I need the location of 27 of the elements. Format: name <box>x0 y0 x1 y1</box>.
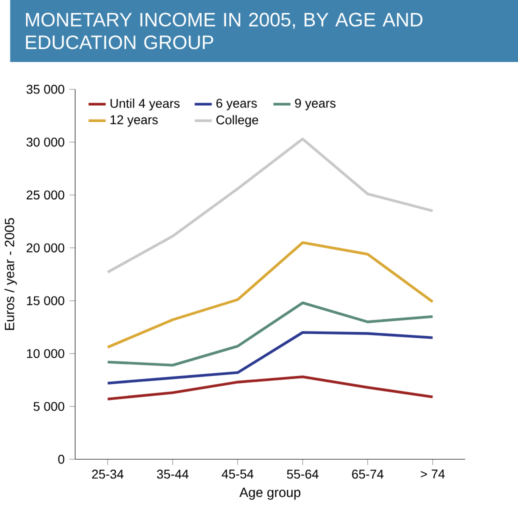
x-tick-label: 25-34 <box>92 470 124 479</box>
y-tick-label: 0 <box>58 454 64 464</box>
y-tick-label: 25 000 <box>26 190 64 200</box>
line-series <box>106 375 434 400</box>
y-axis-title: Euros / year - 2005 <box>4 218 17 330</box>
x-tick-label: 65-74 <box>352 470 384 479</box>
x-tick-label: 55-64 <box>286 470 318 479</box>
line-series <box>106 138 434 274</box>
y-tick-label: 15 000 <box>26 296 64 306</box>
legend-label: 9 years <box>294 98 336 110</box>
x-tick-label: > 74 <box>420 470 445 478</box>
legend-label: College <box>216 115 258 127</box>
chart-title: MONETARY INCOME IN 2005, BY AGE AND EDUCATION GROUP <box>26 12 422 50</box>
y-tick-label: 5 000 <box>33 402 64 411</box>
y-tick-label: 30 000 <box>26 138 64 147</box>
line-series <box>106 241 434 349</box>
line-series <box>106 331 434 385</box>
x-axis-title: Age group <box>239 488 300 500</box>
legend-label: 12 years <box>110 115 158 127</box>
y-tick-label: 20 000 <box>26 243 64 252</box>
x-tick-label: 35-44 <box>156 470 188 479</box>
legend-label: 6 years <box>216 98 257 110</box>
line-series <box>106 301 434 367</box>
x-tick-label: 45-54 <box>222 470 254 479</box>
y-tick-label: 35 000 <box>26 84 64 94</box>
legend-label: Until 4 years <box>110 98 180 110</box>
y-tick-label: 10 000 <box>26 349 64 358</box>
